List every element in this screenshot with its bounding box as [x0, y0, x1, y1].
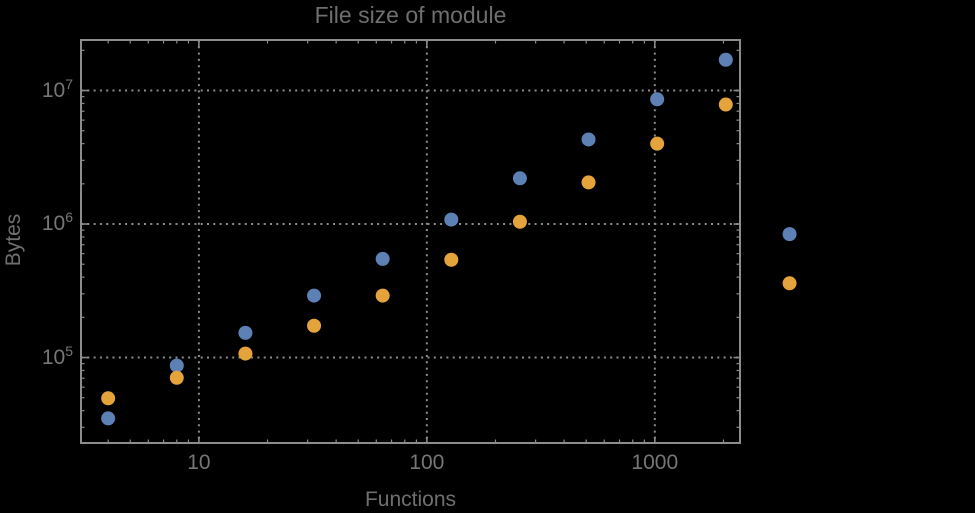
x-tick-label: 1000 [631, 451, 679, 474]
y-tick-label: 106 [41, 209, 73, 236]
data-point [512, 171, 527, 186]
data-point [581, 132, 596, 147]
data-point [307, 288, 322, 303]
data-point [307, 318, 322, 333]
data-point [169, 358, 184, 373]
data-point [650, 136, 665, 151]
data-point [718, 52, 733, 67]
x-tick-label: 10 [187, 451, 211, 474]
data-point [444, 252, 459, 267]
data-point [169, 370, 184, 385]
plot-frame [80, 39, 741, 444]
data-point [101, 391, 116, 406]
data-point [782, 227, 797, 242]
data-point [512, 214, 527, 229]
data-point [238, 346, 253, 361]
data-point [718, 97, 733, 112]
chart-title: File size of module [314, 2, 507, 28]
data-point [444, 212, 459, 227]
data-point [238, 325, 253, 340]
x-axis-label: Functions [364, 488, 457, 511]
data-point [650, 92, 665, 107]
x-tick-label: 100 [409, 451, 445, 474]
data-point [375, 288, 390, 303]
y-tick-label: 105 [41, 342, 73, 369]
y-tick-label: 107 [41, 75, 73, 102]
data-point [782, 276, 797, 291]
data-point [101, 411, 116, 426]
data-point [581, 175, 596, 190]
data-point [375, 251, 390, 266]
